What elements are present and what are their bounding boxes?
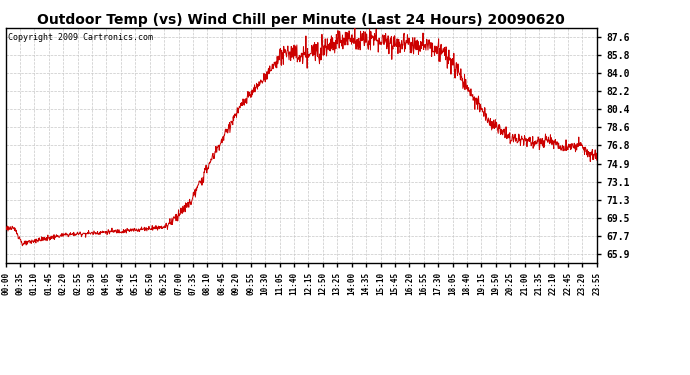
Title: Outdoor Temp (vs) Wind Chill per Minute (Last 24 Hours) 20090620: Outdoor Temp (vs) Wind Chill per Minute … [37, 13, 565, 27]
Text: Copyright 2009 Cartronics.com: Copyright 2009 Cartronics.com [8, 33, 153, 42]
